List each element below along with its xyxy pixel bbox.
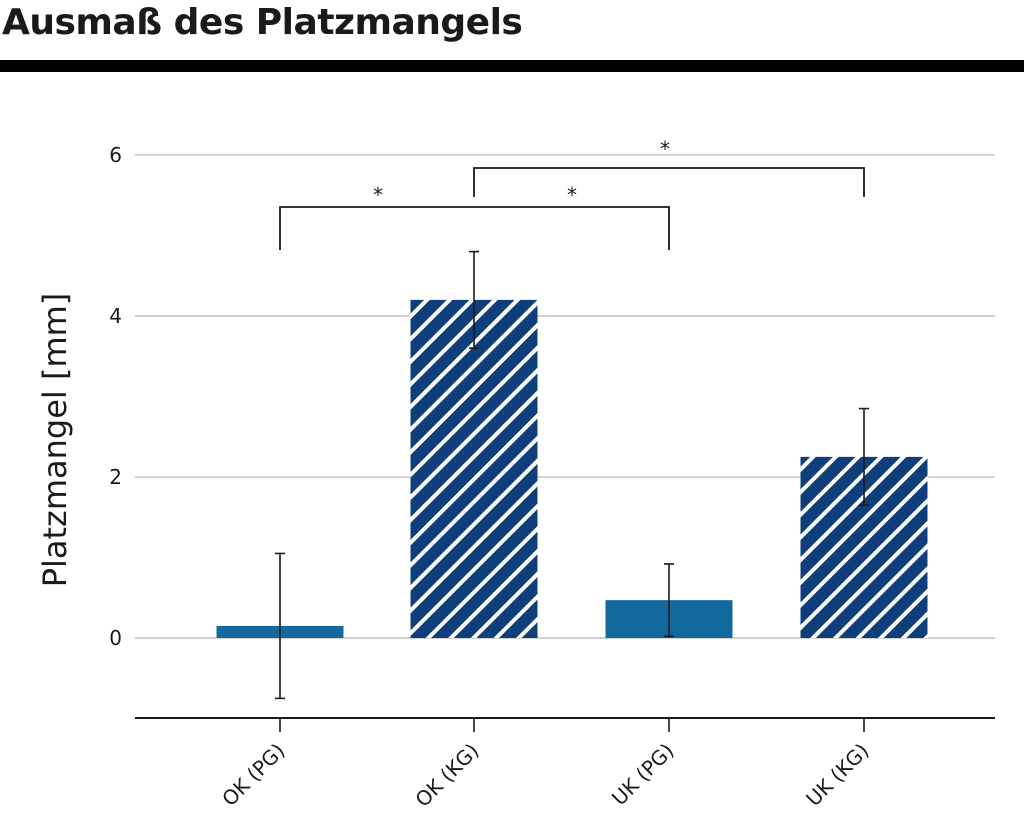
- significance-marker: *: [660, 137, 670, 161]
- significance-marker: *: [567, 183, 577, 207]
- y-tick-label: 0: [109, 626, 122, 650]
- title-divider: [0, 60, 1024, 72]
- y-tick-label: 2: [109, 465, 122, 489]
- significance-bracket: [473, 167, 865, 197]
- bar: [410, 299, 538, 638]
- y-axis-label: Platzmangel [mm]: [36, 293, 74, 588]
- chart-title: Ausmaß des Platzmangels: [2, 2, 523, 43]
- x-tick-label: OK (KG): [410, 739, 483, 812]
- y-tick-label: 4: [109, 304, 122, 328]
- x-tick-label: UK (KG): [801, 739, 873, 811]
- significance-marker: *: [373, 183, 383, 207]
- x-tick-label: UK (PG): [607, 739, 679, 811]
- significance-bracket: [279, 206, 670, 250]
- x-tick-label: OK (PG): [217, 739, 289, 811]
- y-tick-label: 6: [109, 143, 122, 167]
